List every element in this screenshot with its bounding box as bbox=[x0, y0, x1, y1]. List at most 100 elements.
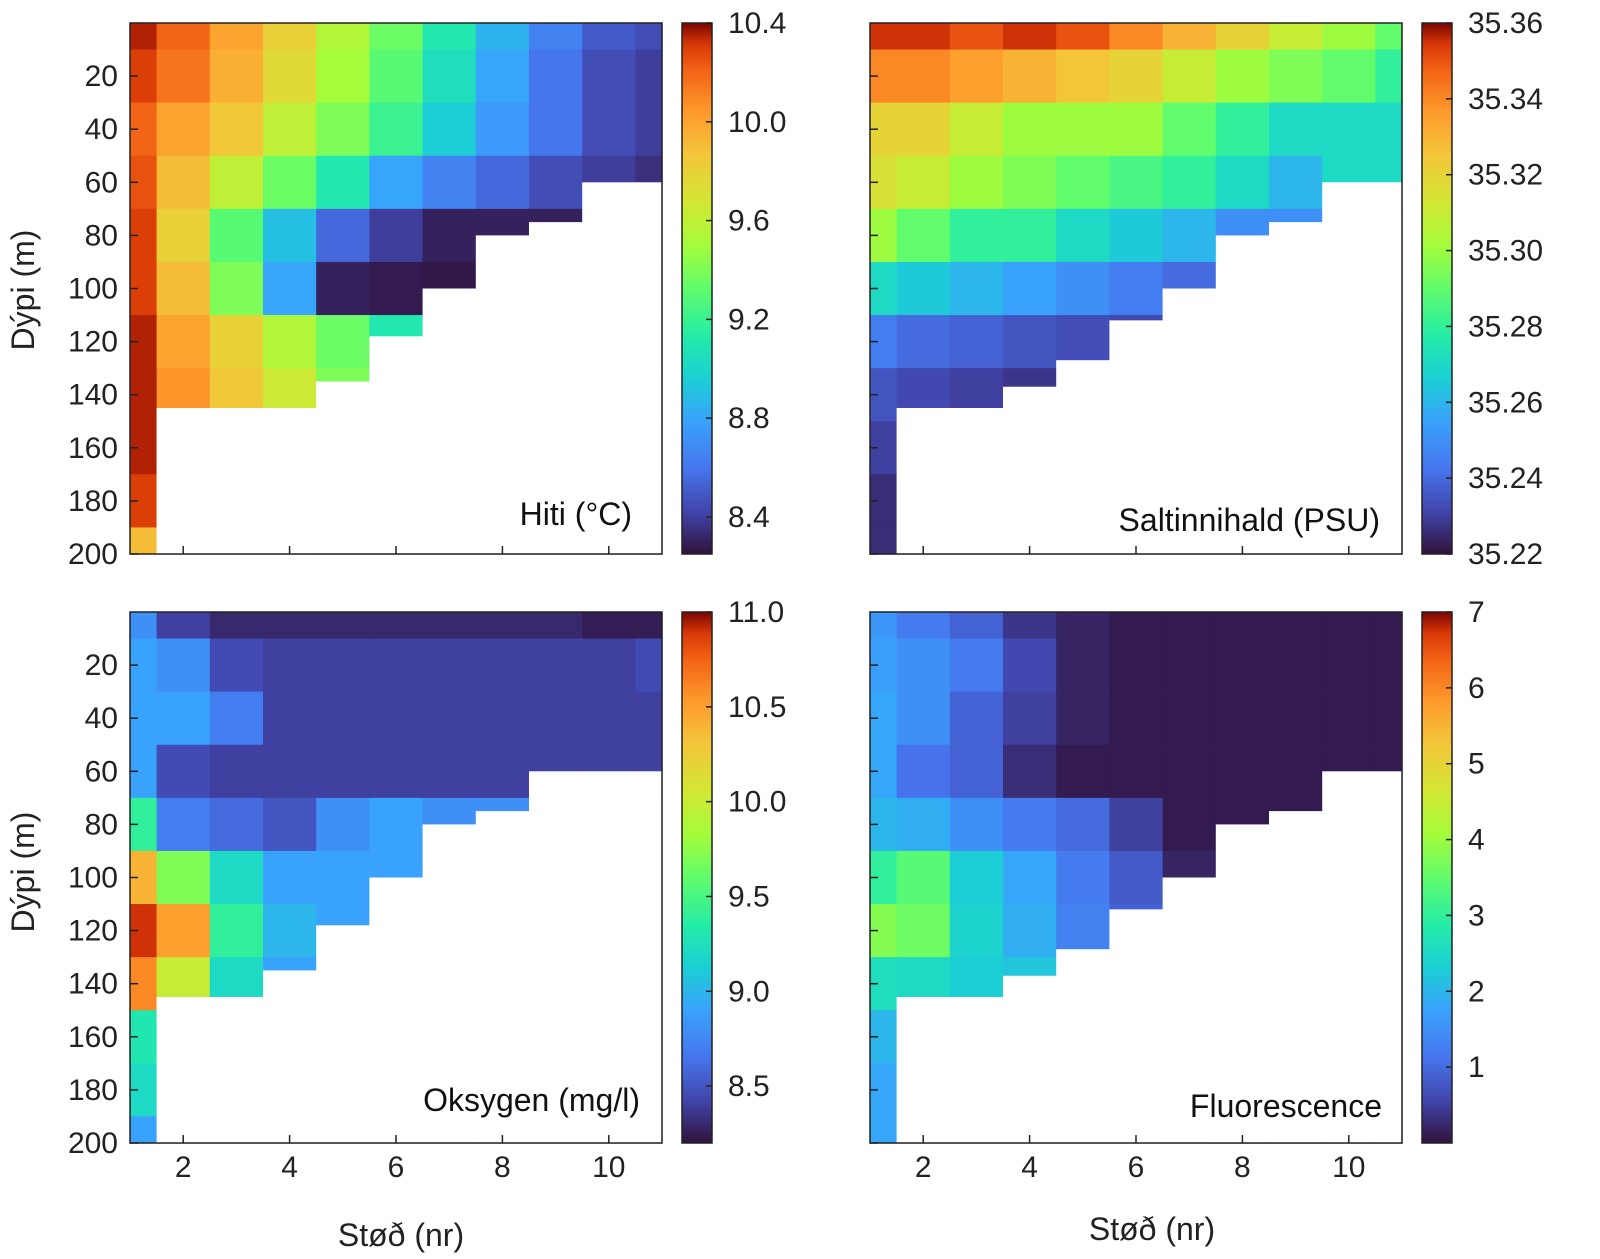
heat-cell bbox=[949, 208, 1004, 263]
heat-cell bbox=[949, 612, 1004, 640]
seabed-step bbox=[316, 381, 370, 554]
colorbar-tick-label: 9.5 bbox=[728, 880, 770, 913]
heat-cell bbox=[1162, 49, 1217, 104]
heat-cell bbox=[130, 23, 158, 51]
heat-cell bbox=[475, 23, 530, 51]
heat-cell bbox=[316, 315, 370, 369]
heat-cell bbox=[1056, 49, 1110, 104]
heat-cell bbox=[1215, 102, 1270, 157]
heat-cell bbox=[529, 155, 583, 210]
seabed-step bbox=[1322, 182, 1376, 555]
heat-cell bbox=[1056, 904, 1110, 958]
colorbar-tick-label: 35.34 bbox=[1468, 83, 1543, 116]
heat-cell bbox=[263, 102, 317, 157]
heat-cell bbox=[1162, 612, 1217, 640]
colorbar-gradient bbox=[681, 22, 713, 555]
heat-cell bbox=[209, 744, 264, 799]
colorbar-tick-label: 35.24 bbox=[1468, 462, 1543, 495]
heat-cell bbox=[209, 850, 264, 905]
colorbar-tick-label: 10.0 bbox=[728, 106, 786, 139]
heat-cell bbox=[1162, 102, 1217, 157]
heat-cell bbox=[475, 638, 530, 693]
heat-cell bbox=[1162, 691, 1217, 746]
heat-cell bbox=[369, 638, 424, 693]
heat-cell bbox=[1056, 638, 1110, 693]
x-tick-label: 4 bbox=[1021, 1151, 1038, 1184]
seabed-step bbox=[156, 407, 211, 554]
heat-cell bbox=[949, 691, 1004, 746]
heat-cell bbox=[635, 691, 663, 746]
heat-cell bbox=[263, 691, 317, 746]
heat-cell bbox=[1322, 612, 1376, 640]
heat-cell bbox=[130, 612, 158, 640]
seabed-step bbox=[635, 771, 663, 1143]
heat-cell bbox=[1322, 638, 1376, 693]
heat-cell bbox=[1003, 904, 1057, 958]
heat-cell bbox=[1056, 612, 1110, 640]
seabed-step bbox=[582, 771, 636, 1143]
seabed-step bbox=[1056, 949, 1110, 1143]
seabed-step bbox=[475, 235, 530, 554]
heat-cell bbox=[156, 638, 211, 693]
heat-cell bbox=[1269, 744, 1323, 799]
heat-cell bbox=[1322, 49, 1376, 104]
heat-cell bbox=[263, 261, 317, 316]
seabed-step bbox=[1003, 975, 1057, 1143]
colorbar-tick-label: 4 bbox=[1468, 824, 1485, 857]
heat-cell bbox=[209, 261, 264, 316]
heat-cell bbox=[1375, 102, 1403, 157]
heat-cell bbox=[896, 797, 951, 852]
colorbar-tick-label: 6 bbox=[1468, 672, 1485, 705]
seabed-step bbox=[896, 407, 951, 554]
heat-cell bbox=[422, 744, 477, 799]
heat-cell bbox=[263, 315, 317, 369]
seabed-step bbox=[475, 811, 530, 1143]
heat-cell bbox=[1162, 744, 1217, 799]
heat-cell bbox=[635, 102, 663, 157]
y-axis-title-top: Dýpi (m) bbox=[5, 230, 41, 351]
heat-cell bbox=[529, 49, 583, 104]
x-tick-label: 6 bbox=[388, 1151, 405, 1184]
heat-cell bbox=[1109, 23, 1164, 51]
heat-cell bbox=[1269, 102, 1323, 157]
panel-title: Hiti (°C) bbox=[520, 496, 632, 532]
seabed-step bbox=[1109, 320, 1164, 554]
heat-cell bbox=[1215, 638, 1270, 693]
heat-cell bbox=[1109, 744, 1164, 799]
heat-cell bbox=[263, 49, 317, 104]
heat-cell bbox=[1003, 49, 1057, 104]
seabed-step bbox=[316, 925, 370, 1143]
seabed-step bbox=[369, 336, 424, 554]
heat-cell bbox=[156, 23, 211, 51]
y-tick-label: 80 bbox=[85, 219, 118, 252]
y-tick-label: 60 bbox=[85, 755, 118, 788]
colorbar-gradient bbox=[681, 611, 713, 1144]
y-tick-label: 40 bbox=[85, 113, 118, 146]
heat-cell bbox=[422, 638, 477, 693]
heat-cell bbox=[156, 49, 211, 104]
heat-cell bbox=[263, 208, 317, 263]
heat-cell bbox=[475, 49, 530, 104]
heat-cell bbox=[1056, 691, 1110, 746]
heat-cell bbox=[529, 638, 583, 693]
seabed-mask bbox=[156, 771, 663, 1143]
heat-cell bbox=[949, 904, 1004, 958]
heat-cell bbox=[1109, 155, 1164, 210]
seabed-step bbox=[209, 407, 264, 554]
heat-cell bbox=[949, 261, 1004, 316]
heat-cell bbox=[1109, 49, 1164, 104]
heat-cell bbox=[156, 315, 211, 369]
heat-cell bbox=[369, 208, 424, 263]
heat-cell bbox=[949, 638, 1004, 693]
seabed-step bbox=[1269, 811, 1323, 1143]
heat-cell bbox=[209, 315, 264, 369]
heat-cell bbox=[369, 797, 424, 852]
heat-cell bbox=[529, 691, 583, 746]
heat-cell bbox=[896, 49, 951, 104]
heat-cell bbox=[1162, 155, 1217, 210]
heat-cell bbox=[316, 208, 370, 263]
y-tick-label: 140 bbox=[68, 379, 118, 412]
heat-cell bbox=[156, 208, 211, 263]
heat-cell bbox=[1003, 612, 1057, 640]
